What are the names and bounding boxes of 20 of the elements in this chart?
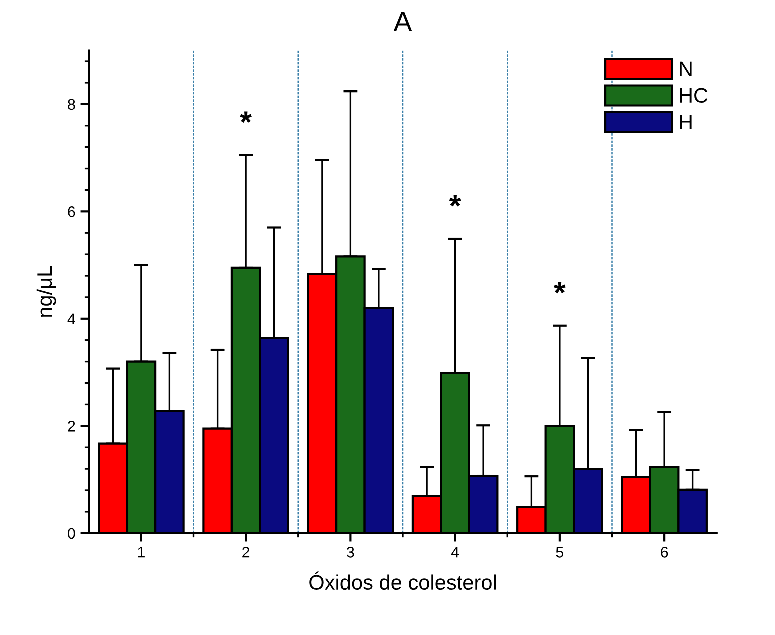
legend-label: H: [680, 115, 692, 130]
y-tick-label: 2: [68, 421, 76, 432]
y-axis-title: ng/μL: [36, 266, 56, 317]
x-tick-label: 3: [347, 547, 354, 558]
x-tick-label: 4: [451, 547, 460, 558]
y-tick-label: 8: [68, 99, 76, 110]
x-tick-label: 1: [138, 547, 145, 558]
y-tick-label: 4: [68, 314, 76, 324]
y-tick-label: 6: [68, 206, 76, 218]
x-tick-label: 6: [661, 547, 668, 558]
x-tick-label: 2: [242, 547, 250, 558]
x-tick-label: 5: [556, 547, 564, 558]
annotation: *: [449, 195, 462, 207]
chart-title: A: [394, 12, 412, 32]
annotation: *: [240, 112, 252, 124]
x-axis-title: Óxidos de colesterol: [310, 572, 496, 590]
legend-label: N: [680, 62, 692, 76]
annotation: *: [554, 282, 566, 294]
y-tick-label: 0: [68, 528, 76, 540]
legend-label: HC: [680, 88, 708, 104]
